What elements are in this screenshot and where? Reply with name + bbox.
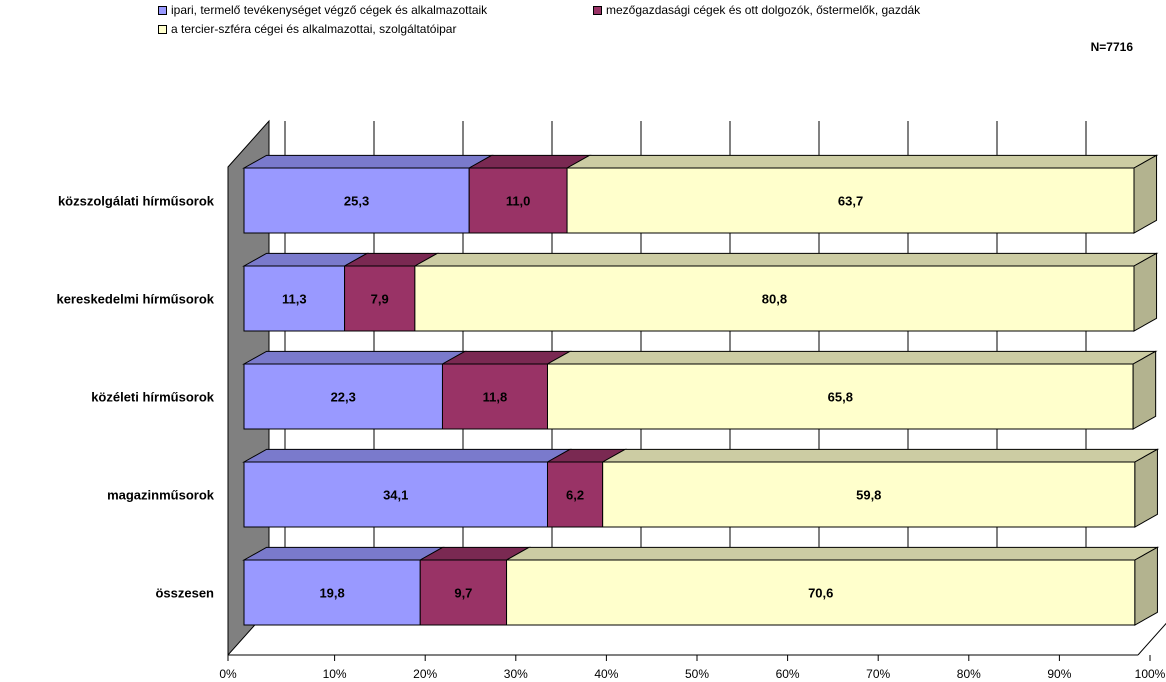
- x-tick-label-6: 60%: [776, 667, 800, 681]
- bar-top-2-3: [600, 448, 1160, 463]
- bar-0-2: [243, 363, 443, 430]
- x-tick-label-1: 10%: [323, 667, 347, 681]
- bar-side-1: [1133, 252, 1158, 332]
- bar-top-2-1: [412, 252, 1159, 267]
- bar-top-0-0: [242, 154, 494, 169]
- bar-2-2: [546, 363, 1134, 430]
- x-tick-label-3: 30%: [504, 667, 528, 681]
- bar-top-2-4: [504, 546, 1160, 561]
- category-label-0: közszolgálati hírműsorok: [58, 194, 215, 209]
- legend-label-agricultural: mezőgazdasági cégek és ott dolgozók, őst…: [606, 3, 921, 17]
- data-label-2-1: 80,8: [762, 292, 787, 307]
- bar-1-1: [344, 265, 416, 332]
- bar-1-4: [419, 559, 508, 626]
- data-label-1-1: 7,9: [371, 292, 389, 307]
- legend-label-industrial: ipari, termelő tevékenységet végző cégek…: [171, 3, 488, 17]
- x-tick-label-4: 40%: [594, 667, 618, 681]
- data-label-1-2: 11,8: [483, 390, 508, 405]
- legend-swatch-tertiary: [158, 24, 167, 34]
- data-label-2-0: 63,7: [838, 194, 863, 209]
- bar-top-0-3: [242, 448, 572, 463]
- bar-side-2: [1132, 350, 1157, 430]
- category-label-3: magazinműsorok: [107, 488, 215, 503]
- x-tick-label-2: 20%: [413, 667, 437, 681]
- bar-2-1: [414, 265, 1135, 332]
- bar-top-0-4: [242, 546, 445, 561]
- bar-0-0: [243, 167, 470, 234]
- x-axis-depth-line: [1137, 622, 1166, 656]
- x-tick-label-9: 90%: [1047, 667, 1071, 681]
- legend-item-tertiary: a tercier-szféra cégei és alkalmazottai,…: [158, 22, 456, 36]
- data-label-1-0: 11,0: [506, 194, 531, 209]
- bar-side-3: [1134, 448, 1158, 528]
- category-label-4: összesen: [155, 586, 214, 601]
- legend: ipari, termelő tevékenységet végző cégek…: [0, 0, 1166, 60]
- data-label-0-2: 22,3: [331, 390, 356, 405]
- legend-label-tertiary: a tercier-szféra cégei és alkalmazottai,…: [171, 22, 457, 36]
- bar-top-2-2: [545, 350, 1158, 365]
- bar-0-1: [243, 265, 346, 332]
- data-label-1-4: 9,7: [454, 586, 472, 601]
- x-tick-label-5: 50%: [685, 667, 709, 681]
- data-label-2-2: 65,8: [828, 390, 853, 405]
- legend-item-agricultural: mezőgazdasági cégek és ott dolgozók, őst…: [593, 3, 920, 17]
- bar-1-3: [546, 461, 604, 528]
- category-label-1: kereskedelmi hírműsorok: [56, 292, 214, 307]
- bar-top-2-0: [565, 154, 1159, 169]
- data-label-0-3: 34,1: [383, 488, 408, 503]
- data-label-0-1: 11,3: [282, 292, 307, 307]
- bar-side-0: [1133, 154, 1158, 234]
- sample-size-label: N=7716: [1090, 40, 1133, 54]
- data-label-0-0: 25,3: [344, 194, 369, 209]
- legend-item-industrial: ipari, termelő tevékenységet végző cégek…: [158, 3, 487, 17]
- x-tick-label-0: 0%: [219, 667, 237, 681]
- legend-swatch-agricultural: [593, 5, 602, 15]
- data-label-2-4: 70,6: [808, 586, 833, 601]
- x-tick-label-8: 80%: [957, 667, 981, 681]
- x-tick-label-10: 100%: [1135, 667, 1166, 681]
- bar-top-0-2: [242, 350, 467, 365]
- data-label-2-3: 59,8: [856, 488, 881, 503]
- bar-2-0: [566, 167, 1135, 234]
- category-label-2: közéleti hírműsorok: [91, 390, 215, 405]
- data-label-0-4: 19,8: [319, 586, 344, 601]
- x-tick-label-7: 70%: [866, 667, 890, 681]
- bar-1-2: [441, 363, 548, 430]
- data-label-1-3: 6,2: [566, 488, 584, 503]
- bar-2-4: [506, 559, 1136, 626]
- bar-0-3: [243, 461, 548, 528]
- legend-swatch-industrial: [158, 5, 167, 15]
- bar-2-3: [602, 461, 1136, 528]
- bar-side-4: [1134, 546, 1158, 626]
